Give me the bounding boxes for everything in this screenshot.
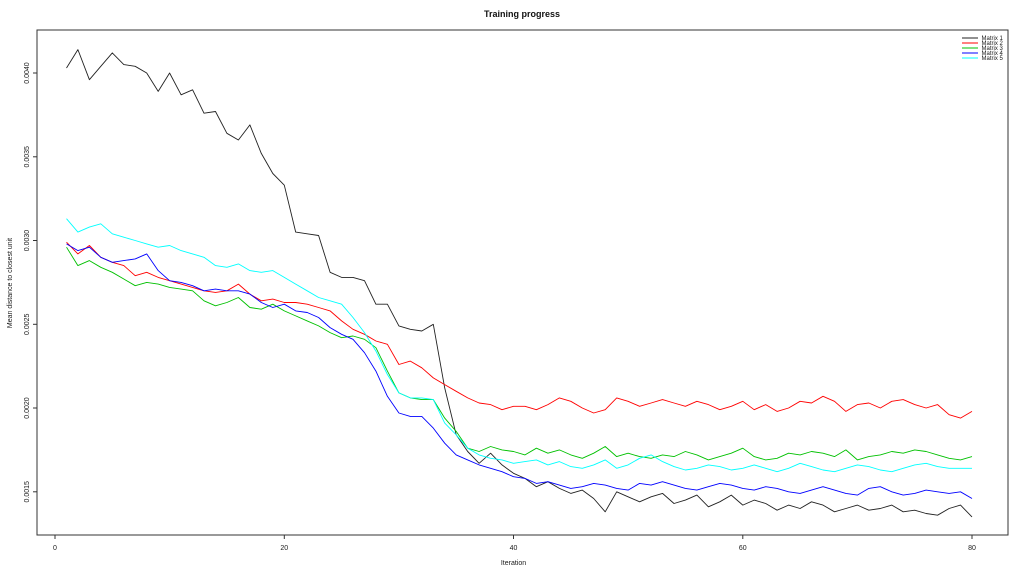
x-axis: 0 20 40 60 80 Iteration [53, 535, 976, 567]
series-line-matrix-5 [66, 218, 972, 473]
chart-title: Training progress [484, 9, 560, 19]
plot-area-border [36, 29, 1009, 536]
legend-label: Matrix 1 [982, 36, 1004, 42]
y-tick-label: 0.0025 [24, 313, 31, 335]
x-tick-label: 20 [280, 545, 288, 552]
y-tick-label: 0.0030 [24, 230, 31, 252]
y-tick-label: 0.0040 [24, 62, 31, 84]
y-tick-label: 0.0015 [24, 481, 31, 503]
x-tick-label: 80 [968, 545, 976, 552]
y-tick-label: 0.0020 [24, 397, 31, 419]
series-line-matrix-1 [66, 49, 973, 518]
legend-label: Matrix 5 [982, 56, 1004, 62]
series-line-matrix-4 [66, 243, 973, 499]
legend-label: Matrix 3 [982, 46, 1004, 52]
x-tick-label: 0 [53, 545, 57, 552]
legend-label: Matrix 4 [982, 51, 1004, 57]
y-axis: 0.0015 0.0020 0.0025 0.0030 0.0035 0.004… [7, 62, 37, 503]
y-axis-label: Mean distance to closest unit [7, 238, 14, 328]
x-tick-label: 40 [510, 545, 518, 552]
x-tick-label: 60 [739, 545, 747, 552]
series-line-matrix-3 [66, 246, 973, 461]
series-line-matrix-2 [66, 241, 973, 419]
series-lines [66, 49, 973, 518]
y-tick-label: 0.0035 [24, 146, 31, 168]
x-axis-label: Iteration [501, 560, 526, 567]
legend-label: Matrix 2 [982, 41, 1004, 47]
